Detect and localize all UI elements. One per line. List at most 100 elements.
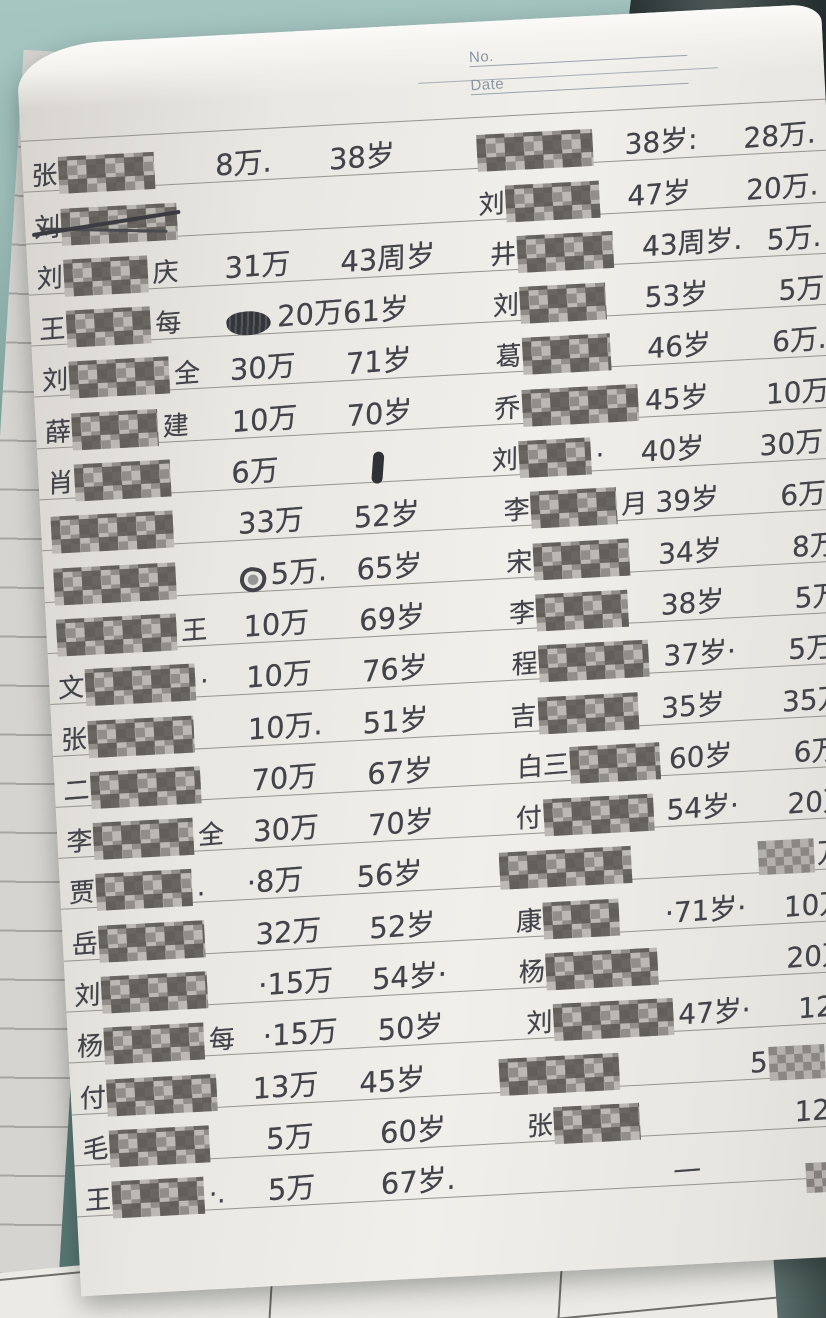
left-age-text: 70岁 [367, 803, 434, 843]
right-amount-text: 12万 [798, 987, 826, 1026]
left-age-text: 67岁. [380, 1161, 456, 1202]
right-age: 43周岁. [640, 222, 763, 264]
right-amount-text: 20万. [786, 936, 826, 975]
left-amount-text: ·15万 [262, 1013, 339, 1054]
left-name-trail: · [200, 666, 209, 698]
right-age-text: 45岁 [645, 379, 710, 418]
right-name: 吉 [509, 691, 661, 735]
right-surname: 刘 [478, 188, 505, 221]
left-age-text: 67岁 [367, 752, 434, 792]
left-amount-text: 10万 [231, 399, 298, 440]
right-surname: 井 [490, 239, 517, 272]
right-name: 刘 · [490, 435, 640, 479]
left-age-text: 52岁 [353, 496, 420, 536]
rows: 张 8万. 38岁 38岁: 28万. 刘 [18, 59, 826, 1219]
right-age: 47岁 [626, 174, 747, 213]
right-age: 34岁 [657, 532, 780, 571]
right-amount: 10万 [765, 373, 826, 411]
left-amount: 10万. [246, 706, 362, 747]
left-amount-text: 30万 [252, 809, 319, 849]
left-age-text: 71岁 [345, 342, 412, 382]
left-surname: 张 [60, 723, 88, 757]
left-amount: 5万 [265, 1118, 380, 1156]
right-name: 康 [514, 896, 664, 940]
right-amount-text: 6万. [793, 731, 826, 770]
left-amount: 30万 [251, 809, 367, 849]
no-label: No. [468, 47, 495, 67]
amount-censor-block [768, 1043, 826, 1081]
left-amount-text: 70万 [251, 758, 318, 798]
left-surname: 贾 [68, 877, 96, 910]
left-age-text: 70岁 [346, 393, 413, 433]
right-amount: 6万. [789, 731, 826, 770]
left-amount: ·15万 [261, 1013, 377, 1054]
right-age: 46岁 [646, 328, 769, 366]
right-amount-text: 6万. [780, 475, 826, 513]
right-age: 37岁· [662, 634, 785, 673]
amount-censor-block [757, 838, 816, 876]
left-amount: 20万 [225, 295, 343, 339]
left-name: 王 ·. [83, 1174, 267, 1219]
right-name: 杨 [517, 947, 667, 991]
right-age: 35岁 [660, 687, 782, 725]
left-name-trail: 全 [173, 358, 201, 391]
right-amount: 5万 [781, 578, 826, 615]
right-amount: 万. [756, 835, 826, 876]
left-amount-text: 8万. [215, 144, 273, 183]
right-amount-prefix: 5 [750, 1045, 769, 1080]
right-amount: 12万 [797, 987, 826, 1026]
left-amount-text: 6万 [231, 452, 280, 491]
right-surname: 程 [511, 648, 538, 682]
right-amount: 20万 [786, 782, 826, 821]
right-name [496, 846, 641, 891]
left-surname: 刘 [34, 211, 61, 244]
right-amount-text: 5万. [788, 629, 826, 667]
right-amount: 5万. [784, 629, 826, 667]
right-amount: 6万. [776, 475, 826, 513]
left-age-text: 56岁 [356, 855, 423, 895]
left-name-trail: ·. [208, 1179, 226, 1211]
right-age-text: 43周岁. [641, 222, 743, 264]
right-surname: 张 [526, 1110, 553, 1143]
left-amount-text: ·15万 [258, 962, 334, 1003]
right-amount: 28万. [742, 116, 822, 155]
right-amount-text: 20万 [787, 782, 826, 821]
right-age: 40岁 [639, 431, 760, 469]
right-age-text: 34岁 [658, 532, 722, 571]
right-age-text: — [673, 1151, 702, 1187]
left-amount: ·15万 [257, 962, 372, 1003]
right-age-text: 38岁: [624, 122, 698, 162]
left-age-text: 38岁 [328, 137, 395, 178]
right-name [526, 1184, 674, 1192]
left-amount-text: 13万 [252, 1066, 319, 1106]
left-age: 67岁. [379, 1161, 526, 1202]
left-amount-text: 5万. [270, 552, 328, 592]
right-surname: 葛 [495, 341, 522, 374]
right-age-text: 47岁 [627, 174, 691, 213]
right-name: 李 月 [502, 486, 655, 529]
left-name-trail: 每 [208, 1024, 236, 1057]
right-amount: 6万. [768, 322, 826, 359]
right-surname: 杨 [518, 956, 545, 989]
left-amount: 31万 [223, 246, 340, 285]
left-age-text: 50岁 [377, 1008, 444, 1048]
right-age-text: 53岁 [644, 276, 709, 315]
left-age-text: 60岁 [379, 1111, 446, 1151]
left-surname: 肖 [47, 467, 74, 500]
left-age-text: 65岁 [356, 547, 423, 587]
right-age-text: 54岁· [666, 788, 740, 828]
right-age: 54岁· [665, 788, 787, 828]
left-name-trail: 王 [181, 614, 208, 648]
notebook-page: No. Date 张 8万. 38岁 38 [15, 3, 826, 1297]
left-amount-text: 10万 [243, 604, 310, 644]
left-amount: 13万 [251, 1066, 359, 1106]
left-amount-text: 10万. [247, 706, 323, 747]
right-age: 45岁 [644, 379, 766, 418]
left-amount: 5万. [238, 552, 356, 594]
right-age: 60岁 [667, 738, 790, 776]
right-amount-text: 5万. [767, 219, 822, 257]
left-age-text: 43周岁 [340, 237, 436, 280]
right-age: 38岁: [623, 122, 744, 162]
right-surname: 刘 [491, 444, 518, 477]
right-name-trail: 月 [621, 489, 648, 522]
